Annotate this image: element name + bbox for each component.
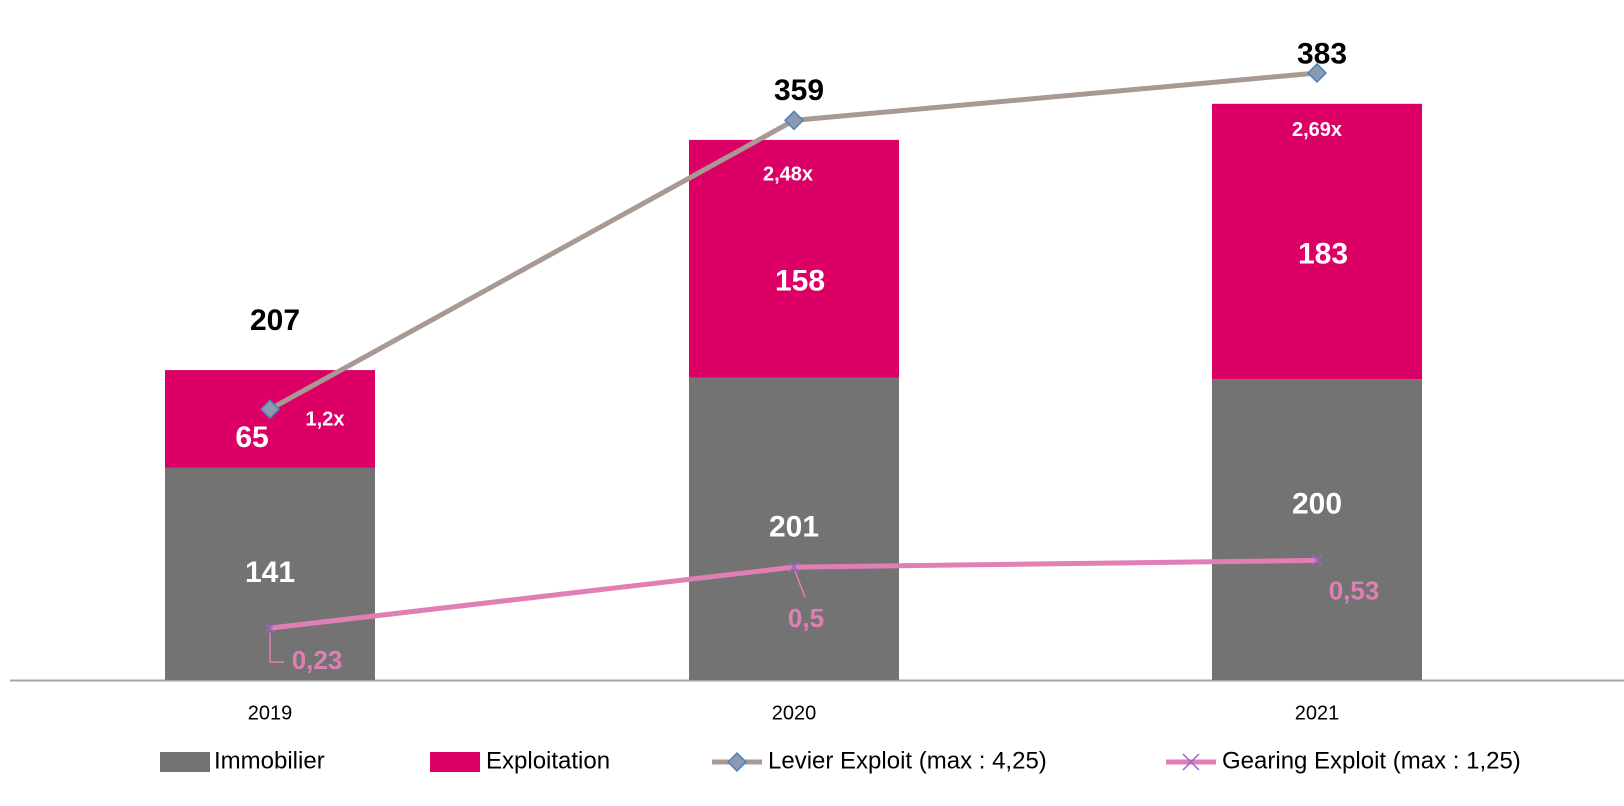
x-tick-label: 2021 <box>1295 702 1340 724</box>
marker <box>264 622 276 634</box>
legend-marker <box>1182 753 1200 771</box>
data-label: 65 <box>235 421 268 454</box>
leader-line <box>269 632 284 663</box>
line-label: 2,69x <box>1292 119 1342 141</box>
legend-swatch <box>430 752 480 772</box>
legend-marker <box>726 751 748 773</box>
bar-segment <box>689 377 899 680</box>
bar-segment <box>689 139 899 378</box>
data-label: 141 <box>245 556 295 589</box>
x-tick-label: 2019 <box>248 702 293 724</box>
total-label: 359 <box>774 74 824 107</box>
total-label: 383 <box>1297 38 1347 71</box>
legend-swatch <box>160 752 210 772</box>
line-label: 2,48x <box>763 164 813 186</box>
legend-label: Immobilier <box>214 747 325 774</box>
bar-segment <box>1212 379 1422 680</box>
marker <box>1306 62 1328 84</box>
bar-segment <box>1212 103 1422 380</box>
line-label: 0,5 <box>788 603 824 633</box>
data-label: 183 <box>1298 237 1348 270</box>
x-tick-label: 2020 <box>772 702 817 724</box>
legend-label: Levier Exploit (max : 4,25) <box>768 747 1047 774</box>
marker <box>788 561 800 573</box>
data-label: 158 <box>775 265 825 298</box>
line-label: 1,2x <box>306 408 345 430</box>
data-label: 200 <box>1292 487 1342 520</box>
data-label: 201 <box>769 511 819 544</box>
marker <box>783 110 805 131</box>
legend-label: Gearing Exploit (max : 1,25) <box>1222 747 1521 774</box>
legend-label: Exploitation <box>486 747 610 774</box>
total-label: 207 <box>250 304 300 337</box>
marker <box>259 399 281 420</box>
line-label: 0,53 <box>1329 575 1380 605</box>
line-label: 0,23 <box>292 645 343 675</box>
marker <box>1311 554 1323 566</box>
leader-line <box>794 570 806 598</box>
